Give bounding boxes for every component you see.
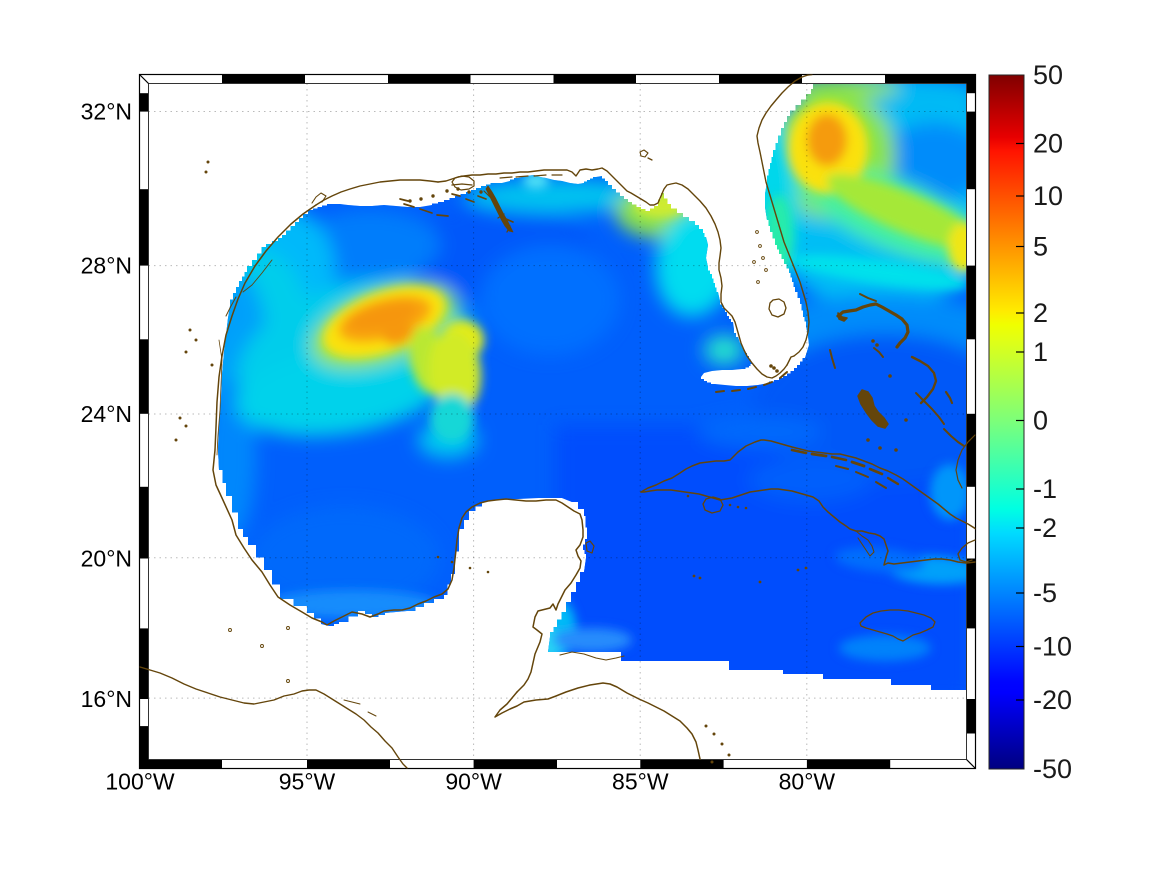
svg-text:2: 2 xyxy=(1033,298,1048,328)
svg-text:50: 50 xyxy=(1033,60,1063,90)
svg-text:100°W: 100°W xyxy=(105,769,175,795)
svg-text:-10: -10 xyxy=(1033,632,1072,662)
svg-text:95°W: 95°W xyxy=(279,769,336,795)
svg-text:16°N: 16°N xyxy=(81,686,132,712)
svg-text:-5: -5 xyxy=(1033,578,1057,608)
svg-text:32°N: 32°N xyxy=(81,99,132,125)
svg-text:1: 1 xyxy=(1033,337,1048,367)
svg-text:90°W: 90°W xyxy=(445,769,502,795)
svg-text:24°N: 24°N xyxy=(81,401,132,427)
svg-text:80°W: 80°W xyxy=(779,769,836,795)
svg-text:28°N: 28°N xyxy=(81,253,132,279)
svg-text:0: 0 xyxy=(1033,406,1048,436)
svg-text:20°N: 20°N xyxy=(81,546,132,572)
svg-text:20: 20 xyxy=(1033,129,1063,159)
svg-text:5: 5 xyxy=(1033,232,1048,262)
svg-text:-20: -20 xyxy=(1033,685,1072,715)
svg-text:-50: -50 xyxy=(1033,754,1072,784)
svg-text:-1: -1 xyxy=(1033,474,1057,504)
svg-text:10: 10 xyxy=(1033,181,1063,211)
svg-text:85°W: 85°W xyxy=(612,769,669,795)
svg-text:-2: -2 xyxy=(1033,513,1057,543)
